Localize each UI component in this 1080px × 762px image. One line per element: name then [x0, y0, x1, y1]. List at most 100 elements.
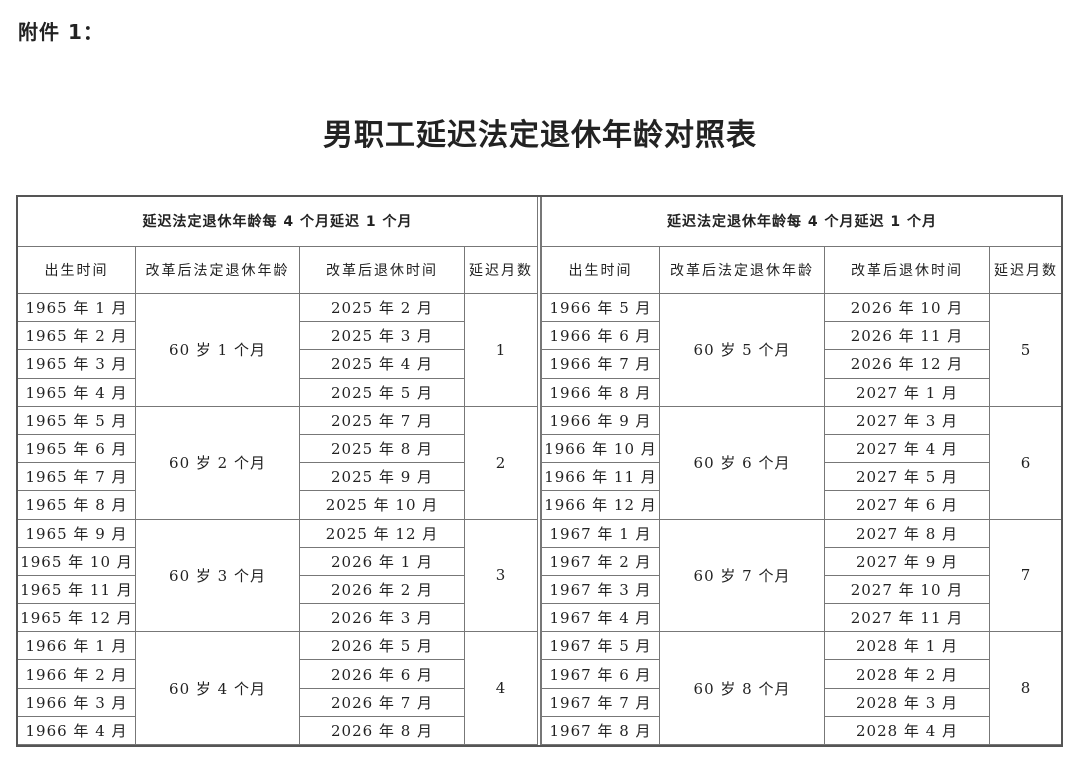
birth-time: 1966 年 4 月 [17, 715, 136, 746]
column-header: 改革后退休时间 [299, 246, 465, 294]
birth-time: 1966 年 2 月 [17, 659, 136, 689]
attachment-label: 附件 1： [18, 20, 104, 44]
retirement-time: 2025 年 8 月 [299, 433, 465, 464]
retirement-time: 2026 年 3 月 [299, 603, 465, 633]
birth-time: 1965 年 2 月 [17, 321, 136, 351]
birth-time: 1966 年 7 月 [541, 349, 660, 379]
retirement-age: 60 岁 7 个月 [659, 518, 825, 633]
birth-time: 1967 年 8 月 [541, 715, 660, 746]
retirement-age: 60 岁 8 个月 [659, 631, 825, 745]
birth-time: 1965 年 9 月 [17, 518, 136, 548]
delay-months: 3 [464, 518, 538, 633]
table-divider [537, 196, 541, 746]
retirement-age: 60 岁 3 个月 [135, 518, 300, 633]
retirement-time: 2026 年 2 月 [299, 574, 465, 605]
retirement-time: 2025 年 4 月 [299, 349, 465, 379]
retirement-time: 2028 年 4 月 [824, 715, 990, 746]
birth-time: 1967 年 6 月 [541, 659, 660, 689]
retirement-time: 2027 年 6 月 [824, 490, 990, 520]
table-row: 1966 年 3 月 2026 年 7 月 [17, 687, 538, 717]
retirement-time: 2026 年 12 月 [824, 349, 990, 379]
retirement-time: 2026 年 11 月 [824, 321, 990, 351]
retirement-time: 2026 年 7 月 [299, 687, 465, 717]
birth-time: 1967 年 4 月 [541, 603, 660, 633]
table-row: 1967 年 8 月 2028 年 4 月 [541, 715, 1063, 746]
retirement-time: 2028 年 2 月 [824, 659, 990, 689]
column-header: 出生时间 [17, 246, 136, 294]
table-row: 1967 年 6 月 2028 年 2 月 [541, 659, 1063, 689]
table-frame [16, 195, 1063, 747]
table-row: 1967 年 7 月 2028 年 3 月 [541, 687, 1063, 717]
table-caption: 延迟法定退休年龄每 4 个月延迟 1 个月 [541, 195, 1063, 247]
delay-months: 2 [464, 405, 538, 520]
retirement-time: 2026 年 1 月 [299, 546, 465, 576]
table-row: 1967 年 4 月 2027 年 11 月 [541, 603, 1063, 633]
retirement-time: 2027 年 10 月 [824, 574, 990, 605]
retirement-time: 2028 年 1 月 [824, 631, 990, 661]
retirement-time: 2027 年 3 月 [824, 405, 990, 435]
birth-time: 1965 年 4 月 [17, 377, 136, 407]
table-row: 1966 年 4 月 2026 年 8 月 [17, 715, 538, 746]
birth-time: 1965 年 12 月 [17, 603, 136, 633]
birth-time: 1965 年 3 月 [17, 349, 136, 379]
page-title: 男职工延迟法定退休年龄对照表 [323, 118, 757, 153]
birth-time: 1965 年 10 月 [17, 546, 136, 576]
table-row: 1965 年 3 月 2025 年 4 月 [17, 349, 538, 379]
column-header: 出生时间 [541, 246, 660, 294]
retirement-time: 2027 年 11 月 [824, 603, 990, 633]
retirement-age: 60 岁 2 个月 [135, 405, 300, 520]
table-row: 1967 年 3 月 2027 年 10 月 [541, 574, 1063, 605]
table-row: 1965 年 11 月 2026 年 2 月 [17, 574, 538, 605]
birth-time: 1966 年 1 月 [17, 631, 136, 661]
retirement-age: 60 岁 6 个月 [659, 405, 825, 520]
delay-months: 6 [989, 405, 1063, 520]
retirement-table-right: 延迟法定退休年龄每 4 个月延迟 1 个月 出生时间 改革后法定退休年龄 改革后退休时… [541, 195, 1063, 746]
birth-time: 1966 年 12 月 [541, 490, 660, 520]
table-row: 1965 年 7 月 2025 年 9 月 [17, 462, 538, 492]
delay-months: 8 [989, 631, 1063, 745]
table-row: 1965 年 10 月 2026 年 1 月 [17, 546, 538, 576]
birth-time: 1966 年 11 月 [541, 462, 660, 492]
retirement-time: 2028 年 3 月 [824, 687, 990, 717]
retirement-age: 60 岁 1 个月 [135, 293, 300, 407]
birth-time: 1966 年 9 月 [541, 405, 660, 435]
table-row: 1966 年 10 月 2027 年 4 月 [541, 433, 1063, 464]
retirement-table-left: 延迟法定退休年龄每 4 个月延迟 1 个月 出生时间 改革后法定退休年龄 改革后退休时… [17, 195, 538, 746]
retirement-time: 2026 年 6 月 [299, 659, 465, 689]
birth-time: 1967 年 3 月 [541, 574, 660, 605]
table-row: 1967 年 2 月 2027 年 9 月 [541, 546, 1063, 576]
retirement-time: 2027 年 8 月 [824, 518, 990, 548]
retirement-time: 2025 年 2 月 [299, 292, 465, 323]
table-row: 1966 年 2 月 2026 年 6 月 [17, 659, 538, 689]
retirement-time: 2025 年 7 月 [299, 405, 465, 435]
birth-time: 1967 年 5 月 [541, 631, 660, 661]
table-row: 1966 年 7 月 2026 年 12 月 [541, 349, 1063, 379]
birth-time: 1965 年 8 月 [17, 490, 136, 520]
retirement-time: 2027 年 5 月 [824, 462, 990, 492]
delay-months: 1 [464, 293, 538, 407]
retirement-time: 2027 年 4 月 [824, 433, 990, 464]
retirement-time: 2027 年 1 月 [824, 377, 990, 407]
table-row: 1966 年 12 月 2027 年 6 月 [541, 490, 1063, 520]
birth-time: 1966 年 10 月 [541, 433, 660, 464]
birth-time: 1967 年 2 月 [541, 546, 660, 576]
column-header: 改革后退休时间 [824, 246, 990, 294]
table-row: 1965 年 2 月 2025 年 3 月 [17, 321, 538, 351]
birth-time: 1967 年 7 月 [541, 687, 660, 717]
retirement-age: 60 岁 5 个月 [659, 293, 825, 407]
table-caption: 延迟法定退休年龄每 4 个月延迟 1 个月 [17, 195, 538, 247]
column-header: 改革后法定退休年龄 [659, 246, 825, 294]
table-row: 1966 年 8 月 2027 年 1 月 [541, 377, 1063, 407]
birth-time: 1965 年 7 月 [17, 462, 136, 492]
retirement-time: 2025 年 9 月 [299, 462, 465, 492]
birth-time: 1967 年 1 月 [541, 518, 660, 548]
birth-time: 1966 年 3 月 [17, 687, 136, 717]
retirement-time: 2025 年 12 月 [299, 518, 465, 548]
table-row: 1966 年 11 月 2027 年 5 月 [541, 462, 1063, 492]
retirement-time: 2027 年 9 月 [824, 546, 990, 576]
